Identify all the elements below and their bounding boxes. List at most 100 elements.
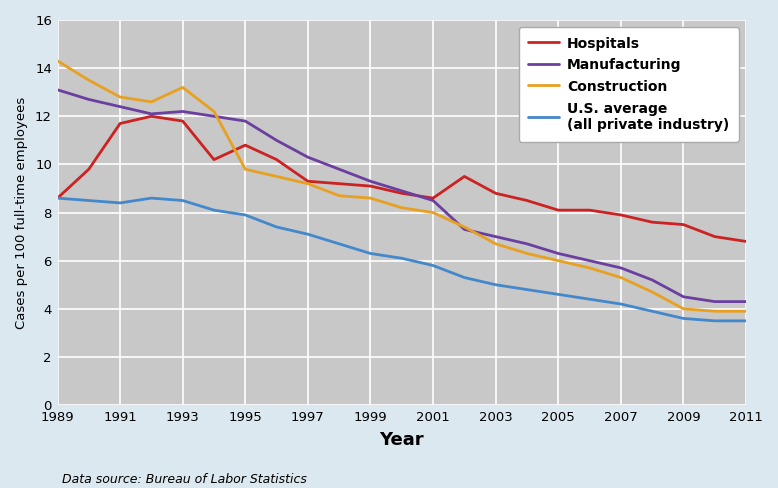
Manufacturing	[272, 138, 282, 143]
Line: Hospitals: Hospitals	[58, 116, 746, 242]
Text: Data source: Bureau of Labor Statistics: Data source: Bureau of Labor Statistics	[62, 472, 307, 486]
Hospitals	[303, 178, 313, 184]
U.S. average
(all private industry)	[178, 198, 187, 203]
Manufacturing	[491, 234, 500, 240]
Manufacturing	[741, 299, 751, 305]
Construction	[209, 108, 219, 114]
Construction	[554, 258, 563, 264]
Y-axis label: Cases per 100 full-time employees: Cases per 100 full-time employees	[15, 97, 28, 329]
Manufacturing	[84, 97, 93, 102]
Hospitals	[335, 181, 344, 186]
U.S. average
(all private industry)	[209, 207, 219, 213]
Hospitals	[585, 207, 594, 213]
Construction	[678, 306, 688, 312]
U.S. average
(all private industry)	[53, 195, 62, 201]
Hospitals	[678, 222, 688, 227]
Hospitals	[115, 121, 124, 126]
Manufacturing	[335, 166, 344, 172]
Manufacturing	[240, 118, 250, 124]
Construction	[741, 308, 751, 314]
Manufacturing	[554, 250, 563, 256]
Construction	[616, 275, 626, 281]
U.S. average
(all private industry)	[616, 301, 626, 307]
U.S. average
(all private industry)	[240, 212, 250, 218]
U.S. average
(all private industry)	[84, 198, 93, 203]
Construction	[366, 195, 375, 201]
Hospitals	[272, 157, 282, 163]
Manufacturing	[710, 299, 720, 305]
U.S. average
(all private industry)	[397, 255, 406, 261]
Construction	[397, 205, 406, 211]
Construction	[429, 210, 438, 216]
Line: Construction: Construction	[58, 61, 746, 311]
Hospitals	[178, 118, 187, 124]
Manufacturing	[522, 241, 531, 247]
U.S. average
(all private industry)	[491, 282, 500, 288]
Manufacturing	[429, 198, 438, 203]
Construction	[84, 77, 93, 83]
Construction	[303, 181, 313, 186]
Manufacturing	[585, 258, 594, 264]
Hospitals	[647, 219, 657, 225]
Manufacturing	[178, 108, 187, 114]
Manufacturing	[53, 87, 62, 93]
U.S. average
(all private industry)	[147, 195, 156, 201]
Manufacturing	[397, 188, 406, 194]
Hospitals	[522, 198, 531, 203]
Hospitals	[84, 166, 93, 172]
U.S. average
(all private industry)	[303, 231, 313, 237]
U.S. average
(all private industry)	[272, 224, 282, 230]
Hospitals	[240, 142, 250, 148]
U.S. average
(all private industry)	[741, 318, 751, 324]
U.S. average
(all private industry)	[585, 296, 594, 302]
Construction	[647, 289, 657, 295]
Construction	[178, 84, 187, 90]
U.S. average
(all private industry)	[710, 318, 720, 324]
U.S. average
(all private industry)	[429, 263, 438, 268]
Manufacturing	[616, 265, 626, 271]
Hospitals	[460, 174, 469, 180]
Hospitals	[616, 212, 626, 218]
Hospitals	[741, 239, 751, 244]
X-axis label: Year: Year	[380, 430, 424, 448]
Construction	[585, 265, 594, 271]
Manufacturing	[678, 294, 688, 300]
Construction	[491, 241, 500, 247]
Legend: Hospitals, Manufacturing, Construction, U.S. average
(all private industry): Hospitals, Manufacturing, Construction, …	[518, 27, 739, 142]
U.S. average
(all private industry)	[522, 286, 531, 292]
U.S. average
(all private industry)	[554, 291, 563, 297]
Hospitals	[397, 190, 406, 196]
Construction	[335, 193, 344, 199]
Manufacturing	[647, 277, 657, 283]
Hospitals	[491, 190, 500, 196]
Manufacturing	[303, 154, 313, 160]
Construction	[522, 250, 531, 256]
Manufacturing	[115, 104, 124, 110]
Construction	[147, 99, 156, 105]
U.S. average
(all private industry)	[366, 250, 375, 256]
U.S. average
(all private industry)	[647, 308, 657, 314]
U.S. average
(all private industry)	[678, 316, 688, 322]
Hospitals	[429, 195, 438, 201]
Hospitals	[554, 207, 563, 213]
Manufacturing	[147, 111, 156, 117]
Manufacturing	[366, 178, 375, 184]
Line: Manufacturing: Manufacturing	[58, 90, 746, 302]
Construction	[272, 174, 282, 180]
Construction	[240, 166, 250, 172]
Hospitals	[710, 234, 720, 240]
Line: U.S. average
(all private industry): U.S. average (all private industry)	[58, 198, 746, 321]
Hospitals	[366, 183, 375, 189]
Construction	[710, 308, 720, 314]
Hospitals	[53, 195, 62, 201]
Manufacturing	[209, 113, 219, 119]
Hospitals	[147, 113, 156, 119]
Construction	[115, 94, 124, 100]
U.S. average
(all private industry)	[335, 241, 344, 247]
U.S. average
(all private industry)	[115, 200, 124, 206]
Construction	[460, 224, 469, 230]
Manufacturing	[460, 226, 469, 232]
U.S. average
(all private industry)	[460, 275, 469, 281]
Construction	[53, 58, 62, 64]
Hospitals	[209, 157, 219, 163]
